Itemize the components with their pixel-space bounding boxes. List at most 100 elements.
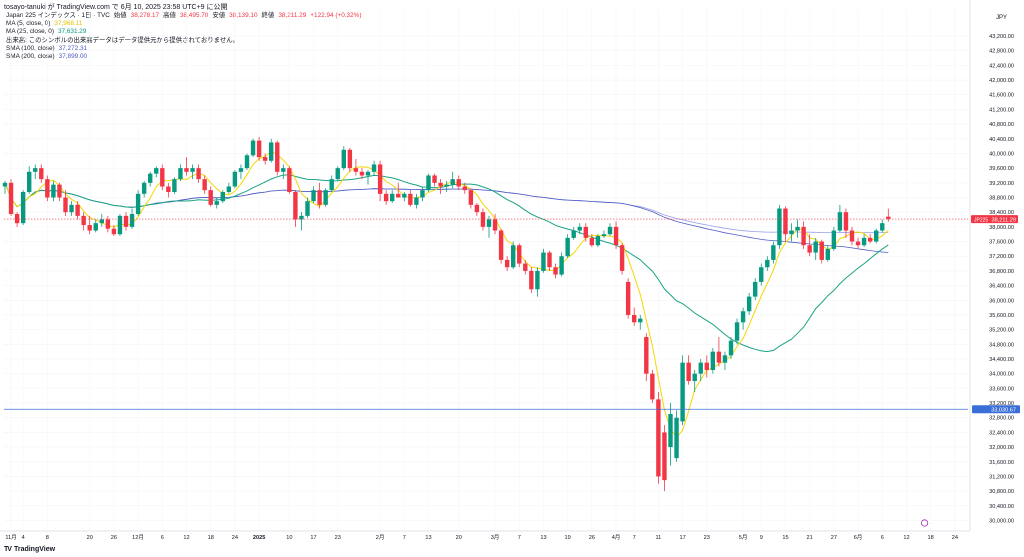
candle-body[interactable] — [698, 362, 703, 374]
candle-body[interactable] — [511, 245, 516, 268]
candle-body[interactable] — [317, 190, 322, 205]
candle-body[interactable] — [353, 168, 359, 172]
candle-body[interactable] — [547, 252, 552, 268]
candle-body[interactable] — [420, 190, 425, 198]
candle-body[interactable] — [2, 182, 8, 187]
candle-body[interactable] — [250, 140, 256, 156]
candle-body[interactable] — [347, 149, 353, 169]
candle-body[interactable] — [123, 215, 129, 227]
candle-body[interactable] — [855, 241, 861, 246]
candle-body[interactable] — [553, 267, 558, 275]
candle-body[interactable] — [644, 336, 649, 374]
candle-body[interactable] — [559, 256, 564, 275]
candle-body[interactable] — [734, 322, 740, 341]
candle-body[interactable] — [281, 168, 286, 172]
candle-body[interactable] — [789, 230, 794, 235]
candle-body[interactable] — [535, 270, 540, 290]
candle-body[interactable] — [771, 245, 776, 260]
candle-body[interactable] — [517, 245, 522, 264]
candle-body[interactable] — [668, 414, 673, 448]
candle-body[interactable] — [886, 216, 891, 220]
candle-body[interactable] — [335, 168, 340, 180]
candle-body[interactable] — [14, 214, 20, 224]
candle-body[interactable] — [880, 223, 885, 231]
candle-body[interactable] — [75, 204, 80, 216]
candle-body[interactable] — [20, 191, 26, 224]
candle-body[interactable] — [759, 267, 764, 282]
candles[interactable] — [2, 136, 891, 492]
candle-body[interactable] — [456, 179, 461, 187]
candle-body[interactable] — [746, 296, 752, 312]
candle-body[interactable] — [111, 228, 117, 235]
candle-body[interactable] — [135, 193, 141, 215]
candle-body[interactable] — [444, 184, 449, 187]
candle-body[interactable] — [474, 204, 480, 213]
candle-body[interactable] — [33, 168, 38, 172]
legend-ma25-row[interactable]: MA (25, close, 0) 37,631.29 — [6, 28, 361, 36]
candle-body[interactable] — [867, 237, 873, 242]
candle-body[interactable] — [365, 171, 371, 176]
candle-body[interactable] — [402, 193, 407, 198]
candle-body[interactable] — [129, 214, 135, 227]
candle-body[interactable] — [710, 351, 716, 371]
candle-body[interactable] — [432, 175, 437, 183]
candle-body[interactable] — [589, 237, 595, 246]
candle-body[interactable] — [583, 226, 588, 238]
candle-body[interactable] — [27, 171, 32, 192]
candle-body[interactable] — [819, 241, 824, 260]
candle-body[interactable] — [795, 226, 800, 231]
candle-body[interactable] — [504, 259, 510, 268]
candle-body[interactable] — [8, 182, 14, 215]
candle-body[interactable] — [256, 140, 262, 158]
candle-body[interactable] — [184, 168, 189, 172]
candle-body[interactable] — [166, 186, 171, 192]
candle-body[interactable] — [63, 197, 68, 213]
candle-body[interactable] — [341, 149, 346, 169]
candle-body[interactable] — [777, 208, 782, 246]
candle-body[interactable] — [359, 171, 365, 176]
candle-body[interactable] — [765, 259, 770, 268]
time-axis[interactable]: 11月 4 8 20 26 12月 6 12 18 24 2025 10 17 23 2月 7 13 20 3月 7 1… — [0, 530, 970, 541]
candle-body[interactable] — [595, 236, 601, 246]
candle-body[interactable] — [686, 362, 691, 382]
candle-body[interactable] — [674, 417, 679, 459]
candle-body[interactable] — [619, 245, 625, 271]
candle-body[interactable] — [438, 182, 443, 187]
candle-body[interactable] — [117, 215, 123, 235]
legend-sma100-row[interactable]: SMA (100, close) 37,272.31 — [6, 45, 361, 53]
candle-body[interactable] — [396, 193, 401, 198]
candle-body[interactable] — [190, 168, 195, 172]
candle-body[interactable] — [45, 179, 50, 198]
candle-body[interactable] — [813, 241, 818, 253]
candle-body[interactable] — [414, 197, 419, 205]
candle-body[interactable] — [577, 226, 582, 231]
candle-body[interactable] — [172, 179, 177, 192]
candle-body[interactable] — [722, 355, 728, 363]
candle-body[interactable] — [480, 212, 486, 227]
candle-body[interactable] — [601, 234, 607, 237]
candle-body[interactable] — [305, 201, 310, 216]
candle-body[interactable] — [565, 237, 570, 257]
candle-body[interactable] — [801, 226, 806, 246]
candle-body[interactable] — [680, 362, 685, 422]
event-marker-icon[interactable] — [920, 519, 929, 527]
candle-body[interactable] — [716, 351, 722, 363]
candle-body[interactable] — [51, 184, 56, 198]
candle-body[interactable] — [208, 190, 213, 205]
candle-body[interactable] — [141, 182, 147, 194]
candle-body[interactable] — [323, 190, 328, 205]
candle-body[interactable] — [692, 373, 697, 382]
candle-body[interactable] — [728, 340, 734, 356]
candle-body[interactable] — [632, 314, 637, 323]
candle-body[interactable] — [825, 248, 830, 260]
candle-body[interactable] — [81, 215, 86, 226]
candle-body[interactable] — [390, 193, 395, 202]
candle-body[interactable] — [99, 219, 104, 224]
candle-body[interactable] — [450, 179, 455, 185]
candle-body[interactable] — [299, 215, 304, 220]
candle-body[interactable] — [662, 432, 667, 481]
candle-body[interactable] — [154, 168, 159, 174]
candle-body[interactable] — [275, 142, 280, 172]
candle-body[interactable] — [486, 219, 492, 227]
candle-body[interactable] — [783, 208, 788, 235]
